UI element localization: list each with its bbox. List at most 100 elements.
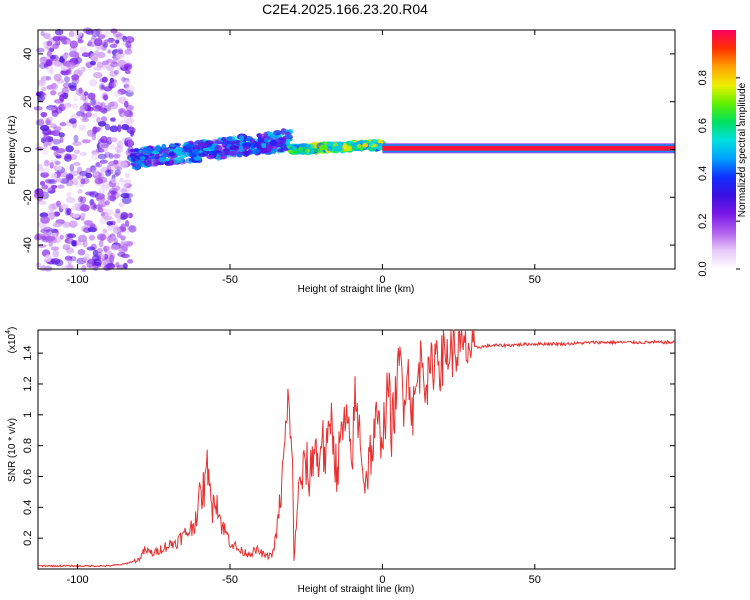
heat-cell xyxy=(60,65,68,71)
heat-cell xyxy=(79,112,84,121)
x-tick-label: -100 xyxy=(67,274,89,286)
heat-cell xyxy=(50,172,58,180)
heat-cell xyxy=(102,228,108,234)
snr-frame xyxy=(37,329,676,570)
heat-cell xyxy=(77,39,84,44)
heat-cell xyxy=(37,79,46,87)
heat-cell xyxy=(45,59,53,67)
heat-cell xyxy=(118,245,128,254)
heat-cell xyxy=(98,207,104,213)
heat-cell xyxy=(145,160,153,168)
heat-cell xyxy=(51,145,59,151)
y-tick-label: 40 xyxy=(22,48,34,60)
heat-cell xyxy=(49,67,54,75)
heat-cell xyxy=(92,126,98,135)
heat-cell xyxy=(84,253,90,261)
heat-cell xyxy=(64,76,70,83)
y-tick-label: 0 xyxy=(22,146,34,152)
heat-cell xyxy=(114,169,121,176)
heat-cell xyxy=(192,156,202,161)
colorbar-ticks: 0.0 0.2 0.4 0.6 0.8 xyxy=(697,70,740,277)
snr-axes: -100 -50 0 50 0.2 0.4 0.6 0.8 1 1.2 1.4 xyxy=(22,330,675,586)
heat-cell xyxy=(104,200,110,206)
heat-cell xyxy=(109,77,115,83)
heat-cell xyxy=(85,29,94,35)
heat-cell xyxy=(44,254,52,263)
heat-cell xyxy=(72,51,80,58)
heat-cell xyxy=(46,105,56,111)
heat-cell xyxy=(124,192,134,198)
heat-cell xyxy=(143,147,153,154)
x-tick-label: 50 xyxy=(529,574,541,586)
spectrogram-xlabel: Height of straight line (km) xyxy=(298,284,415,295)
heat-cell xyxy=(120,192,130,199)
heat-cell xyxy=(72,213,80,219)
heat-cell xyxy=(41,184,49,190)
heat-cell xyxy=(173,147,183,155)
heat-cell xyxy=(280,143,287,149)
heat-cell xyxy=(97,121,107,127)
heat-cell xyxy=(127,139,134,147)
heat-cell xyxy=(68,30,75,38)
heat-cell xyxy=(37,191,44,198)
heat-cell xyxy=(92,71,103,79)
heat-cell xyxy=(53,73,62,82)
heat-cell xyxy=(92,249,99,257)
heat-cell xyxy=(45,117,51,126)
heat-cell xyxy=(57,184,65,189)
spectrogram-panel: -100 -50 0 50 -40 -20 0 20 40 Height of straight… xyxy=(7,27,676,295)
heat-cell xyxy=(257,137,263,143)
heat-cell xyxy=(121,196,132,205)
heat-cell xyxy=(77,249,86,256)
heat-cell xyxy=(109,79,118,84)
heat-cell xyxy=(54,160,61,166)
heat-cell xyxy=(67,233,77,239)
heat-cell xyxy=(119,177,124,183)
heat-cell xyxy=(66,62,76,70)
heat-cell xyxy=(103,215,113,221)
heat-cell xyxy=(269,139,278,147)
heat-cell xyxy=(79,151,88,156)
heat-cell xyxy=(97,207,104,213)
heat-cell xyxy=(253,143,259,148)
locked-line-core xyxy=(382,145,675,151)
heat-cell xyxy=(37,243,47,248)
heat-cell xyxy=(107,223,114,231)
heat-cell xyxy=(72,95,79,102)
heat-cell xyxy=(108,153,114,159)
heat-cell xyxy=(114,172,120,177)
heat-cell xyxy=(107,81,116,89)
heat-cell xyxy=(82,27,93,34)
x-tick-label: -50 xyxy=(222,574,238,586)
heat-cell xyxy=(72,141,82,147)
colorbar: 0.0 0.2 0.4 0.6 0.8 Normalized spectral ampl… xyxy=(697,30,748,277)
heat-cell xyxy=(227,151,237,156)
heat-cell xyxy=(211,138,222,145)
heat-cell xyxy=(120,223,126,232)
y-tick-label: 1.2 xyxy=(22,376,34,391)
heat-cell xyxy=(198,152,209,157)
heat-cell xyxy=(49,161,54,169)
heat-cell xyxy=(42,226,53,232)
heat-cell xyxy=(337,141,343,147)
heat-cell xyxy=(57,171,68,178)
heat-cell xyxy=(306,143,315,149)
heat-cell xyxy=(117,251,126,257)
heat-cell xyxy=(50,246,60,251)
heat-cell xyxy=(120,188,128,194)
heat-cell xyxy=(41,235,47,240)
heat-cell xyxy=(91,112,98,118)
heat-cell xyxy=(50,90,57,96)
heat-cell xyxy=(169,148,175,153)
heat-cell xyxy=(113,153,121,159)
heat-cell xyxy=(98,240,104,248)
heat-cell xyxy=(39,56,48,64)
heat-cell xyxy=(94,38,103,47)
heat-cell xyxy=(53,61,63,68)
heat-cell xyxy=(96,116,101,124)
heat-cell xyxy=(107,235,114,243)
heat-cell xyxy=(158,157,169,162)
heat-cell xyxy=(52,250,60,258)
heat-cell xyxy=(65,145,74,153)
heat-cell xyxy=(89,60,96,66)
